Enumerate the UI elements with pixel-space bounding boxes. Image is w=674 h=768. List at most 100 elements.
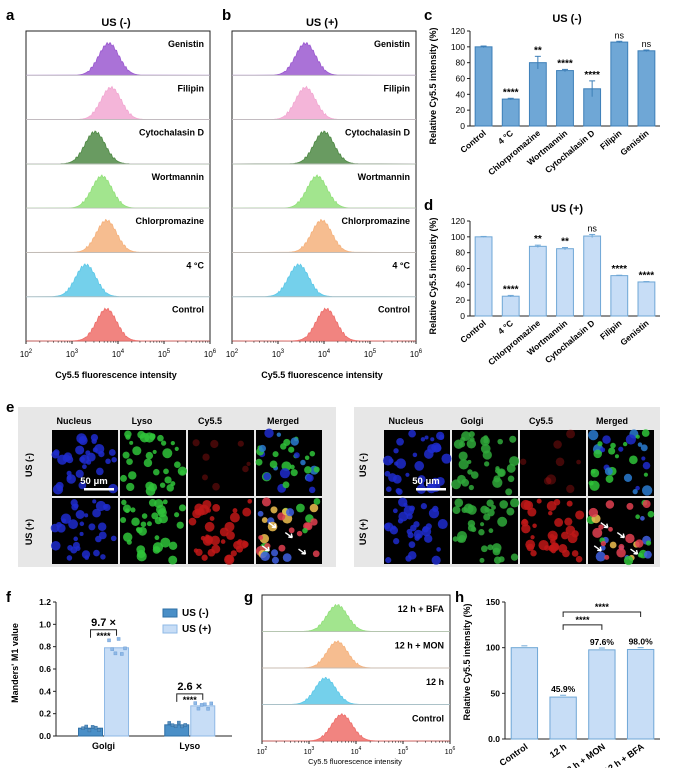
histogram-12-h-mon	[261, 640, 451, 669]
data-point	[84, 724, 88, 729]
colocalization-arrow	[630, 548, 639, 555]
cell	[458, 459, 469, 470]
cell	[154, 535, 160, 541]
cell	[604, 467, 613, 476]
data-point	[196, 706, 201, 711]
legend-swatch-us	[162, 624, 178, 634]
cell	[626, 502, 634, 510]
data-point	[81, 726, 85, 730]
cell	[530, 535, 535, 540]
panel-h: Relative Cy5.5 intensity (%) 0.0 50 100 150…	[462, 597, 660, 768]
cell	[463, 503, 474, 514]
cell	[413, 521, 420, 528]
cell	[75, 545, 81, 551]
cell	[312, 550, 320, 558]
x-tick-label: 105	[158, 349, 171, 359]
cell	[277, 512, 286, 521]
y-tick-label: 20	[456, 295, 466, 305]
cell	[225, 554, 234, 564]
fold-change-golgi: 9.7 ×	[91, 617, 116, 629]
cell	[271, 549, 279, 557]
significance-chlorpromazine: **	[534, 45, 542, 56]
cell	[255, 458, 263, 466]
cell	[564, 517, 573, 526]
e-right-scale-label: 50 μm	[412, 476, 439, 487]
cell	[157, 434, 164, 442]
significance-genistin: ****	[639, 271, 655, 282]
legend-label-us: US (-)	[182, 608, 209, 619]
cell	[498, 556, 505, 563]
x-tick-exponent: 4	[121, 349, 125, 355]
cell	[162, 448, 173, 459]
cell	[97, 522, 107, 531]
cell	[166, 484, 174, 492]
cell	[470, 471, 479, 479]
cell	[453, 439, 464, 449]
e-left-row-us-plus: US (+)	[24, 519, 34, 545]
x-tick-label-cytochalasin-d: Cytochalasin D	[543, 128, 596, 175]
cell	[122, 451, 130, 459]
x-tick-label: 103	[66, 349, 79, 359]
x-tick-exponent: 6	[419, 349, 423, 355]
cell	[92, 508, 101, 518]
cell	[296, 503, 305, 513]
cell	[288, 527, 295, 534]
cell	[436, 431, 445, 440]
cell	[430, 437, 435, 442]
cell	[393, 448, 399, 454]
significance-4-c: ****	[503, 284, 519, 295]
y-tick-label: 120	[451, 216, 465, 226]
cell	[174, 512, 180, 518]
cell	[84, 513, 89, 518]
cell	[51, 450, 60, 459]
bar-cytochalasin-d	[583, 235, 602, 317]
x-tick-label: 105	[364, 349, 377, 359]
cell	[549, 533, 555, 539]
data-point	[199, 703, 204, 707]
cell	[536, 498, 542, 504]
cell	[640, 444, 648, 452]
data-point	[90, 725, 95, 729]
cell	[206, 507, 211, 513]
cell	[143, 458, 153, 468]
x-tick-label-control: Control	[458, 318, 488, 345]
cell	[164, 476, 172, 484]
cell	[230, 550, 237, 557]
histogram-label-4-c: 4 °C	[186, 260, 204, 270]
panel-letter-d: d	[424, 197, 433, 214]
cell	[224, 521, 235, 532]
cell	[566, 484, 575, 494]
x-tick-exponent: 2	[29, 349, 33, 355]
cell	[279, 468, 291, 479]
data-point	[97, 728, 101, 732]
cell	[510, 553, 519, 561]
cell	[405, 472, 410, 477]
panel-f: Manders' M1 value 0.0 0.2 0.4 0.6 0.8 1.0 1.2 G…	[10, 597, 232, 751]
cell	[623, 555, 634, 566]
cell	[200, 535, 206, 541]
cell	[505, 488, 513, 496]
cell	[57, 485, 63, 492]
bar-12-h-bfa	[626, 648, 655, 740]
cell	[237, 440, 244, 447]
cell	[313, 466, 320, 473]
cell	[220, 539, 226, 544]
bar-golgi-us	[104, 647, 130, 737]
cell	[160, 537, 171, 548]
cell	[302, 527, 308, 534]
x-tick-label-genistin: Genistin	[618, 318, 650, 348]
cell	[271, 556, 279, 564]
histogram-label-filipin: Filipin	[384, 83, 411, 93]
cell	[202, 453, 210, 461]
cell	[481, 545, 488, 553]
cell	[394, 461, 399, 466]
cell	[507, 475, 515, 483]
data-point	[177, 720, 181, 725]
significance-lyso: ****	[183, 695, 198, 705]
x-tick-exponent: 3	[312, 746, 315, 752]
cell	[417, 475, 426, 484]
e-right-col-cy55: Cy5.5	[529, 416, 553, 426]
cell	[406, 513, 413, 520]
bar-control	[474, 236, 493, 317]
cell	[486, 499, 494, 507]
